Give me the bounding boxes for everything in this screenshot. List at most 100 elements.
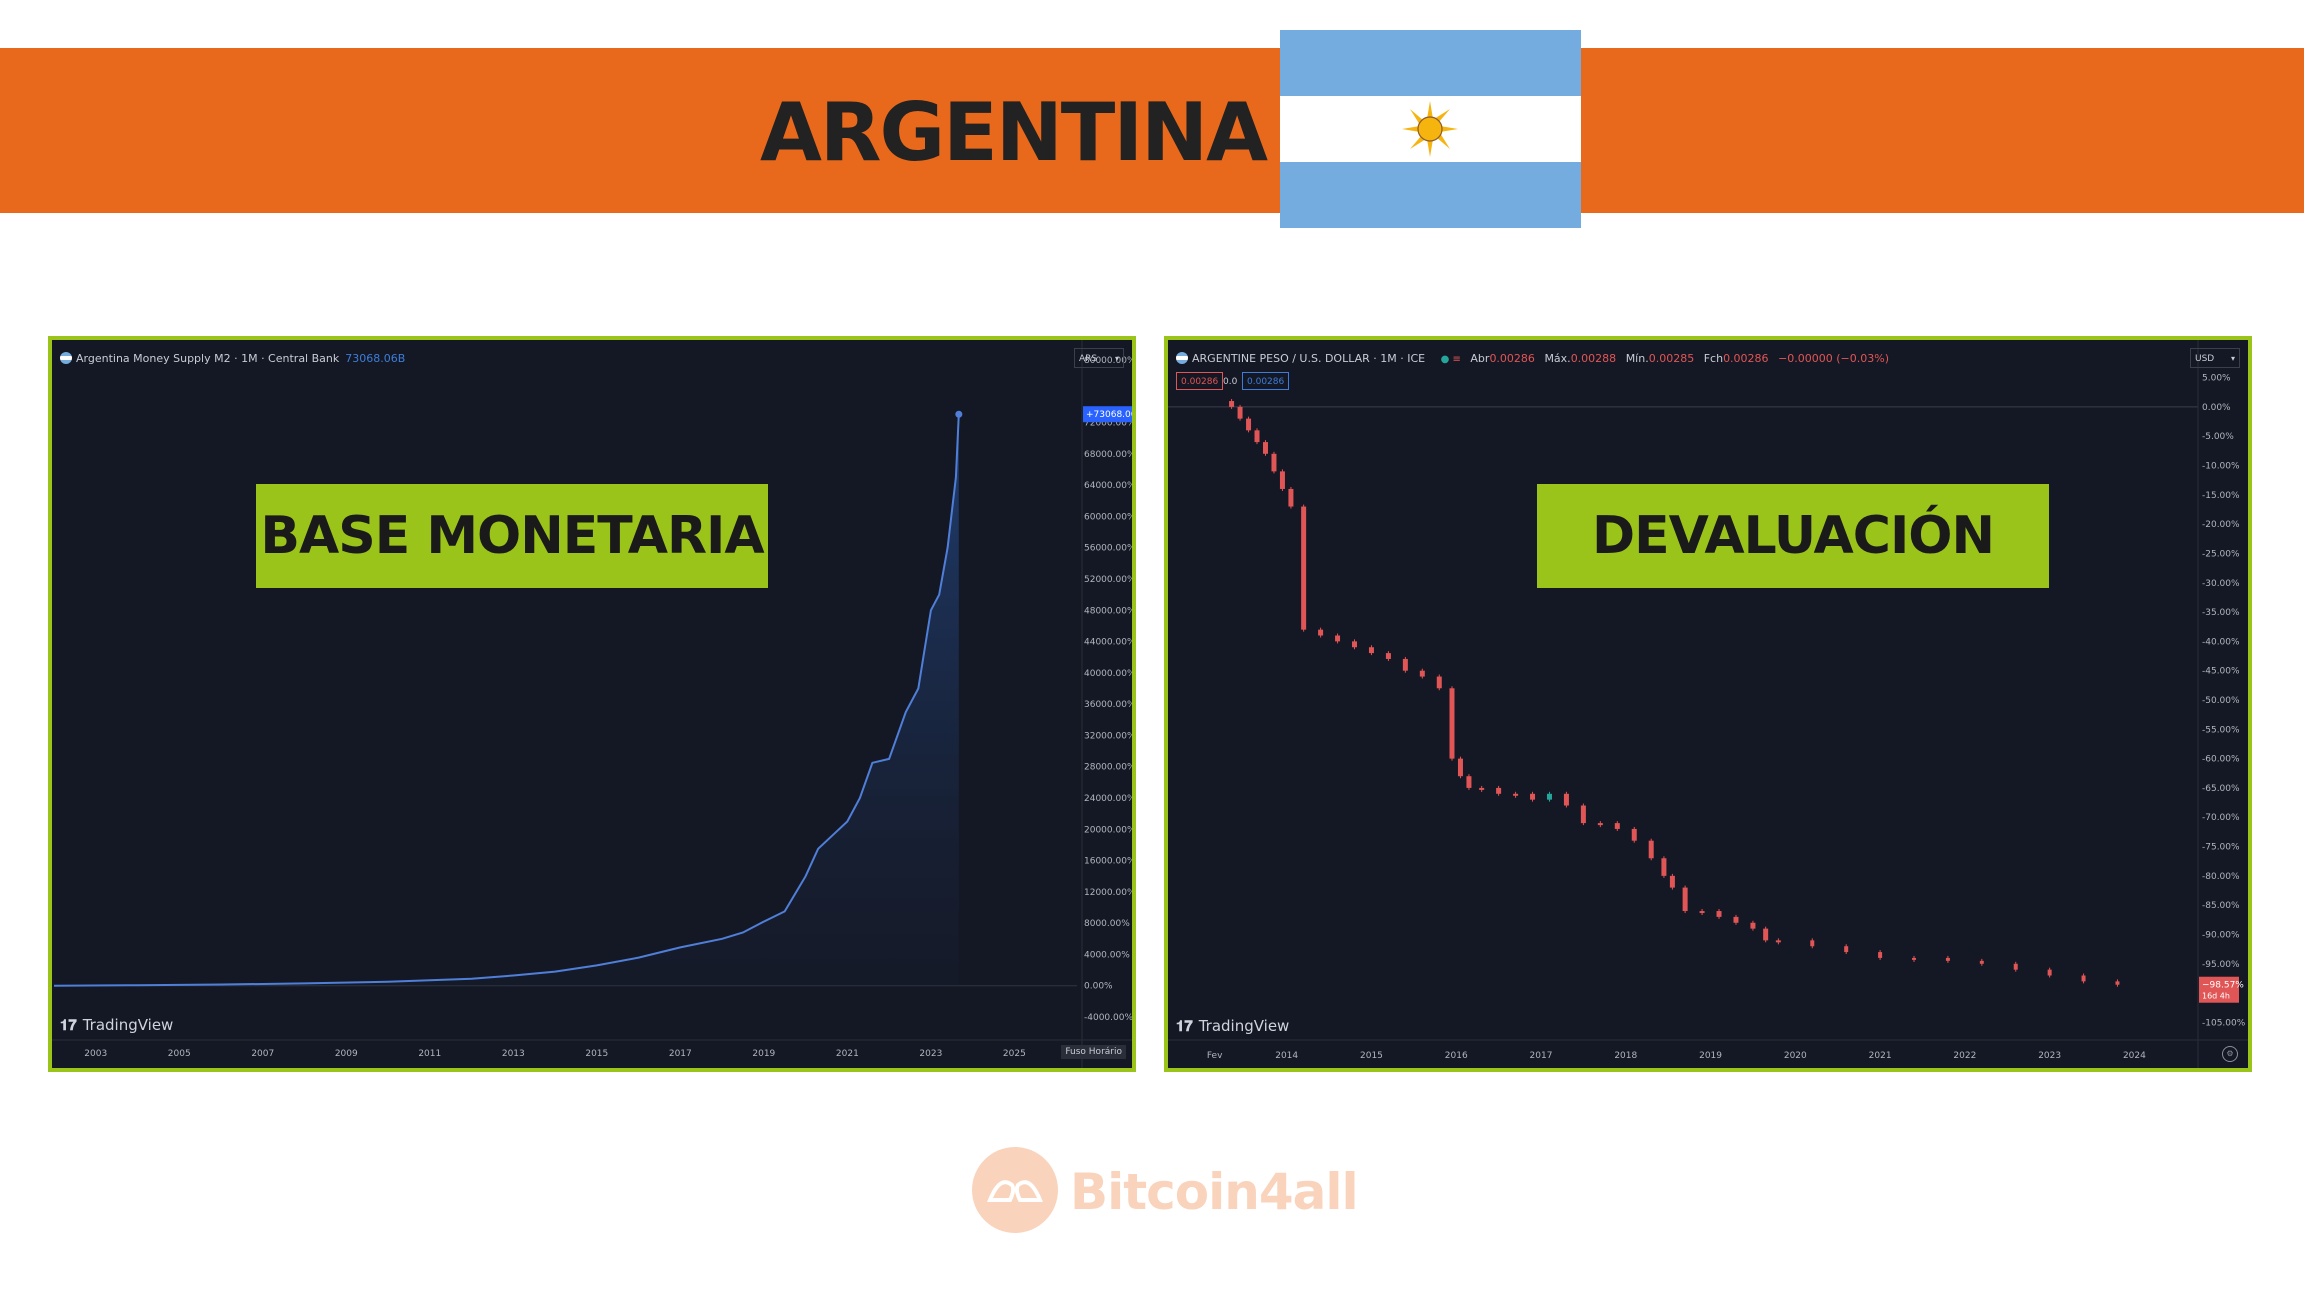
- candle: [1402, 658, 1408, 671]
- candle: [1237, 406, 1243, 419]
- x-tick-label: 2017: [669, 1049, 692, 1059]
- y-tick-label: -60.00%: [2202, 755, 2240, 765]
- candle: [1513, 793, 1519, 796]
- tradingview-logo[interactable]: 𝟏𝟕 TradingView: [1176, 1017, 1289, 1035]
- candle: [1496, 787, 1502, 794]
- y-tick-label: 0.00%: [1084, 982, 1113, 992]
- x-tick-label: 2023: [2038, 1051, 2061, 1061]
- banner-title: ARGENTINA: [760, 86, 1268, 179]
- candle: [2081, 975, 2086, 982]
- chevron-down-icon: ▾: [1114, 354, 1119, 363]
- devaluacion-label: DEVALUACIÓN: [1537, 484, 2049, 588]
- x-tick-label: 2015: [585, 1049, 608, 1059]
- chart-header: ARGENTINE PESO / U.S. DOLLAR · 1M · ICE …: [1176, 350, 1889, 368]
- y-tick-label: -80.00%: [2202, 872, 2240, 882]
- x-tick-label: 2003: [84, 1049, 107, 1059]
- y-tick-label: -85.00%: [2202, 901, 2240, 911]
- money-supply-chart-panel: -4000.00% 0.00% 4000.00% 8000.00% 12000.00% 1…: [48, 336, 1136, 1072]
- candle: [1979, 960, 1984, 964]
- candle: [1385, 653, 1391, 659]
- ohlc-low-value: 0.00285: [1648, 352, 1695, 365]
- ohlc-open-value: 0.00286: [1489, 352, 1535, 365]
- money-supply-area: [54, 414, 959, 986]
- candle: [1763, 928, 1769, 941]
- y-tick-label: 4000.00%: [1084, 950, 1130, 960]
- currency-label: USD: [2195, 354, 2215, 364]
- candle: [1449, 688, 1455, 759]
- timezone-button[interactable]: Fuso Horário: [1061, 1045, 1126, 1059]
- candle: [1279, 471, 1285, 489]
- y-tick-label: 16000.00%: [1084, 857, 1132, 867]
- price-tag-label: +73068.06%: [1086, 410, 1132, 420]
- argentina-flag-icon: [1280, 30, 1581, 228]
- x-tick-label: 2020: [1784, 1051, 1807, 1061]
- currency-selector[interactable]: USD ▾: [2190, 348, 2240, 368]
- candle: [1844, 946, 1849, 953]
- last-point-marker: [955, 410, 963, 418]
- candle: [1254, 430, 1260, 443]
- x-tick-label: 2019: [752, 1049, 775, 1059]
- candle: [1597, 823, 1603, 826]
- y-tick-label: 24000.00%: [1084, 794, 1132, 804]
- y-tick-label: 68000.00%: [1084, 450, 1132, 460]
- base-monetaria-label: BASE MONETARIA: [256, 484, 768, 588]
- candle: [1546, 793, 1552, 800]
- buy-price-button[interactable]: 0.00286: [1242, 372, 1290, 390]
- x-tick-label: 2009: [335, 1049, 358, 1059]
- candle: [1750, 922, 1756, 929]
- sun-of-may-icon: [1402, 101, 1458, 157]
- chevron-down-icon: ▾: [2230, 354, 2235, 363]
- x-tick-label: 2023: [919, 1049, 942, 1059]
- y-tick-label: -5.00%: [2202, 432, 2234, 442]
- x-tick-label: 2014: [1275, 1051, 1298, 1061]
- candle: [1466, 776, 1472, 788]
- candle: [1530, 793, 1536, 800]
- candle: [2047, 969, 2052, 976]
- ohlc-high-label: Máx.: [1544, 352, 1571, 365]
- y-tick-label: 20000.00%: [1084, 825, 1132, 835]
- ohlc-change: −0.00000 (−0.03%): [1778, 352, 1890, 365]
- y-tick-label: 5.00%: [2202, 374, 2231, 384]
- currency-selector[interactable]: ARS ▾: [1074, 348, 1124, 368]
- money-supply-chart: -4000.00% 0.00% 4000.00% 8000.00% 12000.00% 1…: [52, 340, 1132, 1068]
- y-tick-label: 8000.00%: [1084, 919, 1130, 929]
- candle: [1682, 887, 1688, 912]
- x-tick-label: 2015: [1360, 1051, 1383, 1061]
- tradingview-logo-text: TradingView: [82, 1016, 174, 1034]
- x-tick-label: 2018: [1614, 1051, 1637, 1061]
- y-tick-label: 40000.00%: [1084, 669, 1132, 679]
- y-tick-label: 36000.00%: [1084, 700, 1132, 710]
- y-tick-label: -95.00%: [2202, 960, 2240, 970]
- y-tick-label: -20.00%: [2202, 520, 2240, 530]
- tradingview-logo-text: TradingView: [1198, 1017, 1290, 1035]
- candle: [2115, 981, 2120, 985]
- status-dots: ● ≡: [1440, 354, 1461, 365]
- chart-header-value: 73068.06B: [345, 352, 406, 365]
- candle: [1580, 805, 1586, 824]
- tradingview-mark-icon: 𝟏𝟕: [1176, 1017, 1193, 1035]
- y-tick-label: -30.00%: [2202, 579, 2240, 589]
- y-tick-label: 48000.00%: [1084, 606, 1132, 616]
- x-tick-label: 2022: [1953, 1051, 1976, 1061]
- y-tick-label: -45.00%: [2202, 667, 2240, 677]
- candle: [1457, 758, 1463, 777]
- argentina-flag-mini-icon: [60, 352, 72, 364]
- peso-usd-chart: 5.00% 0.00% -5.00% -10.00% -15.00% -20.00% -25…: [1168, 340, 2248, 1068]
- sell-price-button[interactable]: 0.00286: [1176, 372, 1224, 390]
- candle: [1699, 911, 1705, 914]
- chart-header: Argentina Money Supply M2 · 1M · Central…: [60, 350, 405, 368]
- x-tick-label: 2021: [1869, 1051, 1892, 1061]
- ohlc-high-value: 0.00288: [1570, 352, 1617, 365]
- y-tick-label: 52000.00%: [1084, 575, 1132, 585]
- candle: [1878, 952, 1883, 958]
- chart-header-title: ARGENTINE PESO / U.S. DOLLAR · 1M · ICE: [1192, 352, 1426, 365]
- x-tick-label: 2024: [2123, 1051, 2146, 1061]
- ohlc-close-label: Fch: [1703, 352, 1724, 365]
- gear-icon[interactable]: ⚙: [2222, 1046, 2238, 1062]
- candle: [1563, 793, 1569, 806]
- tradingview-logo[interactable]: 𝟏𝟕 TradingView: [60, 1016, 173, 1034]
- price-tag-countdown: 16d 4h: [2202, 992, 2230, 1001]
- y-tick-label: -105.00%: [2202, 1018, 2246, 1028]
- candle: [1288, 488, 1294, 507]
- candle: [1810, 940, 1815, 947]
